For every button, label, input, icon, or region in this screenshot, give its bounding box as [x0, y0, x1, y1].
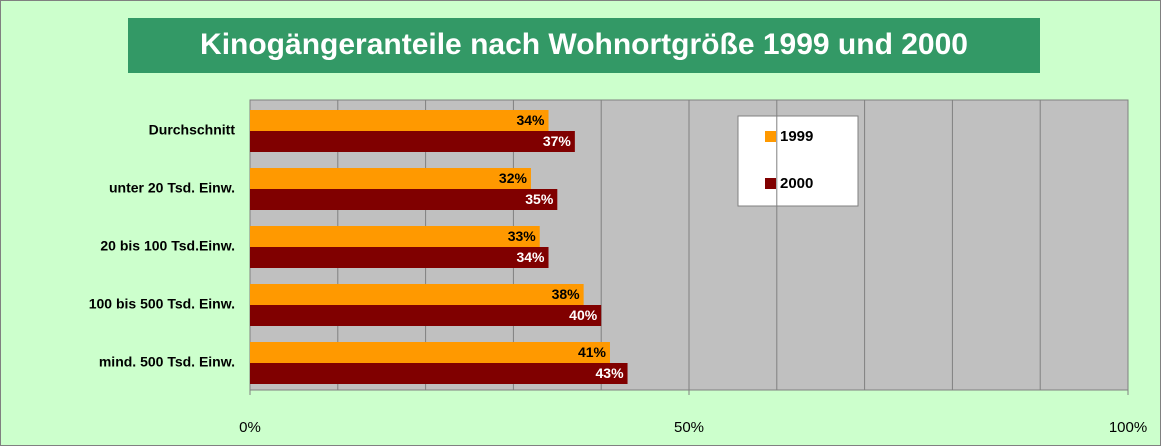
x-tick-label: 50% [674, 419, 704, 436]
bar [250, 284, 584, 305]
y-tick-label: 20 bis 100 Tsd.Einw. [100, 238, 235, 254]
legend-label: 2000 [780, 175, 813, 192]
data-label: 40% [569, 307, 598, 323]
bar [250, 247, 549, 268]
bar [250, 110, 549, 131]
bar [250, 189, 558, 210]
bar [250, 168, 531, 189]
bar [250, 342, 610, 363]
data-label: 35% [525, 191, 554, 207]
legend [737, 115, 859, 207]
legend-swatch [765, 131, 776, 142]
legend-swatch [765, 178, 776, 189]
data-label: 34% [516, 249, 545, 265]
y-tick-label: 100 bis 500 Tsd. Einw. [89, 296, 235, 312]
bar [250, 363, 628, 384]
data-label: 41% [578, 344, 607, 360]
y-tick-label: mind. 500 Tsd. Einw. [99, 354, 235, 370]
y-tick-label: Durchschnitt [149, 122, 236, 138]
data-label: 38% [552, 286, 581, 302]
x-tick-label: 0% [239, 419, 261, 436]
data-label: 37% [543, 133, 572, 149]
x-tick-label: 100% [1109, 419, 1147, 436]
y-tick-label: unter 20 Tsd. Einw. [109, 180, 235, 196]
legend-label: 1999 [780, 128, 813, 145]
data-label: 43% [596, 365, 625, 381]
data-label: 34% [516, 112, 545, 128]
data-label: 33% [508, 228, 537, 244]
bar [250, 131, 575, 152]
chart-title: Kinogängeranteile nach Wohnortgröße 1999… [200, 28, 968, 61]
bar [250, 226, 540, 247]
bar [250, 305, 602, 326]
data-label: 32% [499, 170, 528, 186]
title-box [128, 18, 1040, 73]
